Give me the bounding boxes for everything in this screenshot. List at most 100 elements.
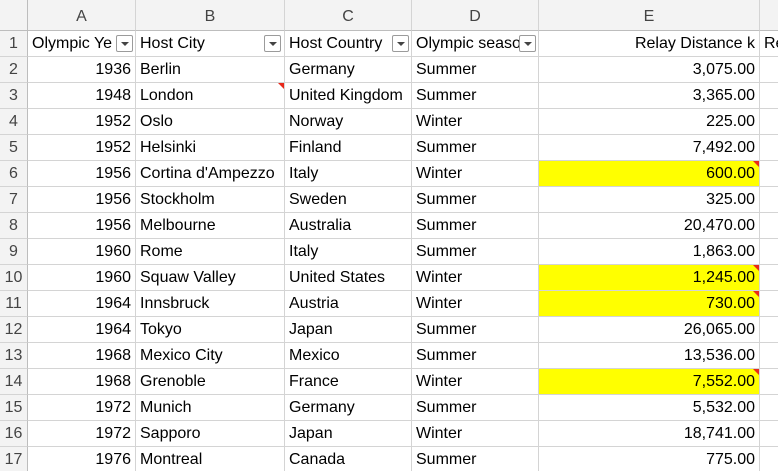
cell-olympic-year[interactable]: 1956: [28, 161, 136, 187]
row-header[interactable]: 8: [0, 213, 28, 239]
comment-indicator-icon[interactable]: [278, 83, 284, 89]
cell-host-country[interactable]: Sweden: [285, 187, 412, 213]
cell-host-city[interactable]: Munich: [136, 395, 285, 421]
cell-olympic-year[interactable]: 1964: [28, 317, 136, 343]
row-header[interactable]: 15: [0, 395, 28, 421]
cell-host-country[interactable]: Canada: [285, 447, 412, 471]
cell-relay-distance[interactable]: 1,245.00: [539, 265, 760, 291]
filter-dropdown-icon[interactable]: [392, 35, 409, 52]
header-cell-host-city[interactable]: Host City: [136, 31, 285, 57]
cell-olympic-season[interactable]: Winter: [412, 265, 539, 291]
cell-olympic-season[interactable]: Winter: [412, 161, 539, 187]
comment-indicator-icon[interactable]: [753, 161, 759, 167]
cell-olympic-season[interactable]: Summer: [412, 343, 539, 369]
row-header[interactable]: 14: [0, 369, 28, 395]
header-cell-host-country[interactable]: Host Country: [285, 31, 412, 57]
cell-host-city[interactable]: Montreal: [136, 447, 285, 471]
row-header[interactable]: 6: [0, 161, 28, 187]
cell-relay-distance[interactable]: 225.00: [539, 109, 760, 135]
cell-empty[interactable]: [760, 265, 778, 291]
cell-empty[interactable]: [760, 291, 778, 317]
cell-host-country[interactable]: United States: [285, 265, 412, 291]
cell-empty[interactable]: [760, 135, 778, 161]
filter-dropdown-icon[interactable]: [264, 35, 281, 52]
row-header[interactable]: 5: [0, 135, 28, 161]
cell-olympic-year[interactable]: 1948: [28, 83, 136, 109]
cell-olympic-season[interactable]: Summer: [412, 57, 539, 83]
cell-relay-distance[interactable]: 3,075.00: [539, 57, 760, 83]
cell-empty[interactable]: [760, 239, 778, 265]
cell-olympic-season[interactable]: Winter: [412, 369, 539, 395]
comment-indicator-icon[interactable]: [753, 369, 759, 375]
column-header-a[interactable]: A: [28, 0, 136, 31]
cell-olympic-year[interactable]: 1960: [28, 265, 136, 291]
cell-empty[interactable]: [760, 83, 778, 109]
cell-empty[interactable]: [760, 369, 778, 395]
cell-relay-distance[interactable]: 18,741.00: [539, 421, 760, 447]
comment-indicator-icon[interactable]: [753, 291, 759, 297]
row-header[interactable]: 3: [0, 83, 28, 109]
cell-host-country[interactable]: Italy: [285, 161, 412, 187]
cell-host-city[interactable]: Tokyo: [136, 317, 285, 343]
cell-empty[interactable]: [760, 395, 778, 421]
row-header[interactable]: 17: [0, 447, 28, 471]
cell-olympic-year[interactable]: 1952: [28, 135, 136, 161]
cell-olympic-year[interactable]: 1960: [28, 239, 136, 265]
cell-olympic-season[interactable]: Summer: [412, 239, 539, 265]
filter-dropdown-icon[interactable]: [519, 35, 536, 52]
cell-olympic-season[interactable]: Summer: [412, 395, 539, 421]
cell-host-country[interactable]: Germany: [285, 395, 412, 421]
cell-empty[interactable]: [760, 109, 778, 135]
cell-relay-distance[interactable]: 1,863.00: [539, 239, 760, 265]
cell-host-country[interactable]: Finland: [285, 135, 412, 161]
column-header-c[interactable]: C: [285, 0, 412, 31]
row-header[interactable]: 9: [0, 239, 28, 265]
cell-olympic-year[interactable]: 1972: [28, 395, 136, 421]
cell-host-city[interactable]: Helsinki: [136, 135, 285, 161]
column-header-e[interactable]: E: [539, 0, 760, 31]
cell-host-city[interactable]: Sapporo: [136, 421, 285, 447]
row-header[interactable]: 1: [0, 31, 28, 57]
cell-olympic-year[interactable]: 1968: [28, 343, 136, 369]
cell-relay-distance[interactable]: 26,065.00: [539, 317, 760, 343]
cell-olympic-season[interactable]: Winter: [412, 291, 539, 317]
cell-host-city[interactable]: London: [136, 83, 285, 109]
cell-olympic-season[interactable]: Summer: [412, 187, 539, 213]
cell-olympic-season[interactable]: Winter: [412, 421, 539, 447]
cell-olympic-season[interactable]: Summer: [412, 213, 539, 239]
cell-olympic-season[interactable]: Summer: [412, 83, 539, 109]
cell-host-city[interactable]: Melbourne: [136, 213, 285, 239]
header-cell-olympic-year[interactable]: Olympic Ye: [28, 31, 136, 57]
cell-host-country[interactable]: Japan: [285, 421, 412, 447]
row-header[interactable]: 16: [0, 421, 28, 447]
cell-host-country[interactable]: Germany: [285, 57, 412, 83]
cell-olympic-year[interactable]: 1976: [28, 447, 136, 471]
cell-host-city[interactable]: Grenoble: [136, 369, 285, 395]
header-cell-next[interactable]: Re: [760, 31, 778, 57]
cell-olympic-season[interactable]: Summer: [412, 447, 539, 471]
cell-olympic-season[interactable]: Summer: [412, 317, 539, 343]
filter-dropdown-icon[interactable]: [116, 35, 133, 52]
cell-host-country[interactable]: Italy: [285, 239, 412, 265]
cell-olympic-year[interactable]: 1968: [28, 369, 136, 395]
cell-host-city[interactable]: Oslo: [136, 109, 285, 135]
cell-relay-distance[interactable]: 775.00: [539, 447, 760, 471]
row-header[interactable]: 7: [0, 187, 28, 213]
cell-host-country[interactable]: Mexico: [285, 343, 412, 369]
cell-host-country[interactable]: Japan: [285, 317, 412, 343]
column-header-b[interactable]: B: [136, 0, 285, 31]
cell-host-country[interactable]: Australia: [285, 213, 412, 239]
cell-relay-distance[interactable]: 325.00: [539, 187, 760, 213]
cell-olympic-season[interactable]: Winter: [412, 109, 539, 135]
cell-relay-distance[interactable]: 20,470.00: [539, 213, 760, 239]
cell-empty[interactable]: [760, 343, 778, 369]
cell-empty[interactable]: [760, 317, 778, 343]
select-all-corner[interactable]: [0, 0, 28, 31]
cell-host-city[interactable]: Stockholm: [136, 187, 285, 213]
cell-host-city[interactable]: Cortina d'Ampezzo: [136, 161, 285, 187]
cell-empty[interactable]: [760, 161, 778, 187]
cell-olympic-year[interactable]: 1956: [28, 213, 136, 239]
row-header[interactable]: 13: [0, 343, 28, 369]
cell-olympic-year[interactable]: 1972: [28, 421, 136, 447]
cell-host-city[interactable]: Squaw Valley: [136, 265, 285, 291]
